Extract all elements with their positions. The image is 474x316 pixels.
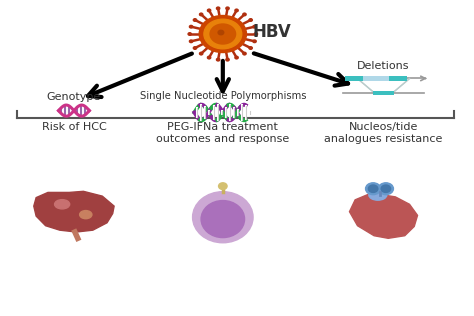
Circle shape xyxy=(190,40,193,43)
Circle shape xyxy=(204,19,242,49)
Circle shape xyxy=(200,13,203,16)
Ellipse shape xyxy=(192,192,253,243)
Circle shape xyxy=(217,58,220,61)
Polygon shape xyxy=(349,194,418,238)
Circle shape xyxy=(208,9,211,12)
Circle shape xyxy=(188,33,191,35)
Polygon shape xyxy=(34,191,114,232)
Circle shape xyxy=(193,19,197,21)
Circle shape xyxy=(219,183,227,190)
Circle shape xyxy=(254,33,257,35)
Circle shape xyxy=(226,7,229,10)
Circle shape xyxy=(190,25,193,28)
Circle shape xyxy=(210,24,236,44)
Circle shape xyxy=(200,52,203,55)
Circle shape xyxy=(235,9,238,12)
Circle shape xyxy=(235,56,238,59)
Circle shape xyxy=(365,183,381,195)
Circle shape xyxy=(243,13,246,16)
Ellipse shape xyxy=(80,210,92,219)
Circle shape xyxy=(226,58,229,61)
Circle shape xyxy=(253,25,256,28)
Circle shape xyxy=(218,30,224,35)
Circle shape xyxy=(208,56,211,59)
Circle shape xyxy=(199,15,246,52)
Circle shape xyxy=(243,52,246,55)
Text: Risk of HCC: Risk of HCC xyxy=(42,122,106,132)
Circle shape xyxy=(378,183,393,195)
Circle shape xyxy=(381,185,391,192)
Circle shape xyxy=(249,47,252,49)
FancyBboxPatch shape xyxy=(345,76,363,81)
Ellipse shape xyxy=(369,190,387,200)
FancyBboxPatch shape xyxy=(373,91,394,95)
Circle shape xyxy=(368,185,378,192)
Text: Single Nucleotide Polymorphisms: Single Nucleotide Polymorphisms xyxy=(139,91,306,101)
Circle shape xyxy=(253,40,256,43)
Text: Nucleos/tide
analogues resistance: Nucleos/tide analogues resistance xyxy=(324,122,443,144)
Ellipse shape xyxy=(55,200,70,209)
Text: PEG-IFNa treatment
outcomes and response: PEG-IFNa treatment outcomes and response xyxy=(156,122,290,144)
Circle shape xyxy=(217,7,220,10)
Text: HBV: HBV xyxy=(252,23,291,41)
Circle shape xyxy=(193,47,197,49)
Text: Deletions: Deletions xyxy=(357,61,410,71)
Ellipse shape xyxy=(201,201,245,238)
Circle shape xyxy=(249,19,252,21)
FancyBboxPatch shape xyxy=(363,76,398,81)
FancyBboxPatch shape xyxy=(389,76,407,81)
Text: Genotype: Genotype xyxy=(47,93,101,102)
